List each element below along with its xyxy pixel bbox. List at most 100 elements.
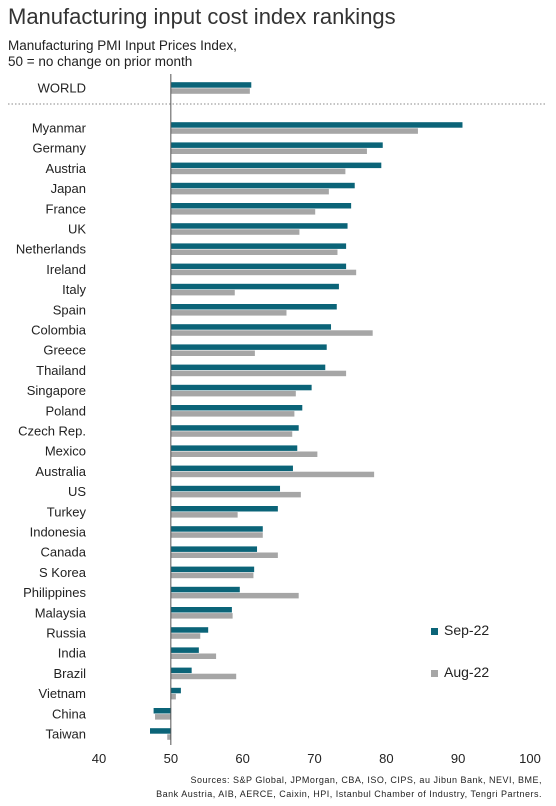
bar-sep-ireland	[170, 263, 347, 270]
bar-aug-colombia	[170, 330, 373, 336]
category-label-turkey: Turkey	[47, 504, 87, 519]
bar-aug-russia	[170, 633, 201, 639]
category-label-canada: Canada	[40, 545, 86, 560]
bar-sep-netherlands	[170, 243, 347, 249]
x-tick-label-40: 40	[92, 751, 106, 766]
bar-aug-france	[170, 209, 316, 215]
legend-label-sep-22: Sep-22	[444, 622, 489, 638]
category-label-italy: Italy	[62, 282, 86, 297]
bar-sep-russia	[170, 627, 209, 633]
bar-aug-thailand	[170, 370, 347, 377]
bar-aug-brazil	[170, 673, 237, 680]
sources-note: Sources: S&P Global, JPMorgan, CBA, ISO,…	[12, 773, 542, 801]
category-label-taiwan: Taiwan	[46, 727, 86, 742]
bar-aug-ireland	[170, 269, 357, 276]
bar-aug-japan	[170, 188, 329, 195]
category-label-netherlands: Netherlands	[16, 242, 87, 257]
bar-sep-turkey	[170, 506, 278, 512]
category-label-germany: Germany	[33, 141, 87, 156]
category-label-indonesia: Indonesia	[30, 525, 87, 540]
legend-marker-sep-22	[431, 628, 438, 635]
x-tick-label-50: 50	[164, 751, 178, 766]
bar-sep-world	[170, 82, 252, 88]
bar-sep-greece	[170, 344, 327, 350]
bar-sep-italy	[170, 283, 339, 290]
category-label-s-korea: S Korea	[39, 565, 87, 580]
category-label-china: China	[52, 706, 87, 721]
category-label-brazil: Brazil	[53, 666, 86, 681]
x-tick-label-70: 70	[307, 751, 321, 766]
category-label-russia: Russia	[46, 626, 87, 641]
bar-sep-czech-rep	[170, 425, 299, 431]
category-label-world: WORLD	[38, 81, 86, 96]
category-label-thailand: Thailand	[36, 363, 86, 378]
bar-aug-malaysia	[170, 613, 233, 619]
category-label-czech-rep: Czech Rep.	[18, 424, 86, 439]
bar-sep-indonesia	[170, 526, 263, 532]
subtitle-line-2: 50 = no change on prior month	[8, 54, 193, 69]
bar-sep-vietnam	[170, 687, 181, 694]
bar-aug-uk	[170, 229, 300, 235]
bar-aug-germany	[170, 148, 367, 154]
legend-marker-aug-22	[431, 670, 438, 677]
bar-aug-vietnam	[170, 693, 176, 700]
bar-sep-myanmar	[170, 122, 463, 128]
bar-sep-mexico	[170, 445, 298, 451]
bar-aug-australia	[170, 471, 375, 478]
bar-aug-greece	[170, 350, 255, 356]
category-label-vietnam: Vietnam	[39, 686, 86, 701]
bar-sep-malaysia	[170, 607, 232, 613]
x-tick-label-90: 90	[451, 751, 465, 766]
x-tick-label-80: 80	[379, 751, 393, 766]
bar-aug-mexico	[170, 451, 318, 457]
x-tick-label-60: 60	[235, 751, 249, 766]
bar-aug-spain	[170, 310, 287, 316]
bar-aug-china	[155, 714, 171, 720]
bar-sep-france	[170, 203, 352, 209]
bar-sep-australia	[170, 465, 293, 472]
category-label-japan: Japan	[51, 181, 86, 196]
category-label-myanmar: Myanmar	[32, 121, 87, 136]
category-label-austria: Austria	[46, 161, 87, 176]
bar-sep-brazil	[170, 667, 192, 674]
bar-aug-italy	[170, 289, 235, 296]
bar-aug-taiwan	[167, 734, 171, 740]
category-label-ireland: Ireland	[46, 262, 86, 277]
bar-aug-canada	[170, 552, 278, 558]
bar-aug-world	[170, 88, 250, 94]
bar-aug-netherlands	[170, 249, 338, 255]
bar-sep-japan	[170, 182, 355, 189]
sources-line-1: Sources: S&P Global, JPMorgan, CBA, ISO,…	[190, 775, 542, 785]
chart-title: Manufacturing input cost index rankings	[8, 4, 396, 29]
bar-aug-myanmar	[170, 128, 418, 134]
x-tick-label-100: 100	[519, 751, 541, 766]
bar-aug-austria	[170, 168, 346, 175]
bar-aug-poland	[170, 411, 295, 417]
sources-line-2: Bank Austria, AIB, AERCE, Caixin, HPI, I…	[156, 789, 542, 799]
category-label-greece: Greece	[43, 343, 86, 358]
category-label-australia: Australia	[35, 464, 86, 479]
category-label-poland: Poland	[46, 403, 86, 418]
category-label-us: US	[68, 484, 86, 499]
category-label-colombia: Colombia	[31, 323, 87, 338]
bar-aug-turkey	[170, 512, 238, 518]
category-label-india: India	[58, 646, 87, 661]
bar-aug-indonesia	[170, 532, 263, 538]
bar-sep-canada	[170, 546, 258, 552]
subtitle-line-1: Manufacturing PMI Input Prices Index,	[8, 38, 237, 53]
bar-aug-s-korea	[170, 572, 254, 579]
category-label-mexico: Mexico	[45, 444, 86, 459]
bar-sep-uk	[170, 223, 348, 229]
category-label-malaysia: Malaysia	[35, 605, 87, 620]
bar-aug-philippines	[170, 592, 299, 599]
bar-sep-colombia	[170, 324, 332, 330]
bar-sep-austria	[170, 162, 382, 169]
bar-sep-taiwan	[150, 728, 171, 734]
category-label-philippines: Philippines	[23, 585, 86, 600]
bar-sep-thailand	[170, 364, 326, 371]
bar-aug-czech-rep	[170, 431, 293, 437]
category-label-france: France	[46, 201, 86, 216]
bar-sep-spain	[170, 304, 337, 310]
chart-subtitle: Manufacturing PMI Input Prices Index, 50…	[8, 38, 237, 70]
